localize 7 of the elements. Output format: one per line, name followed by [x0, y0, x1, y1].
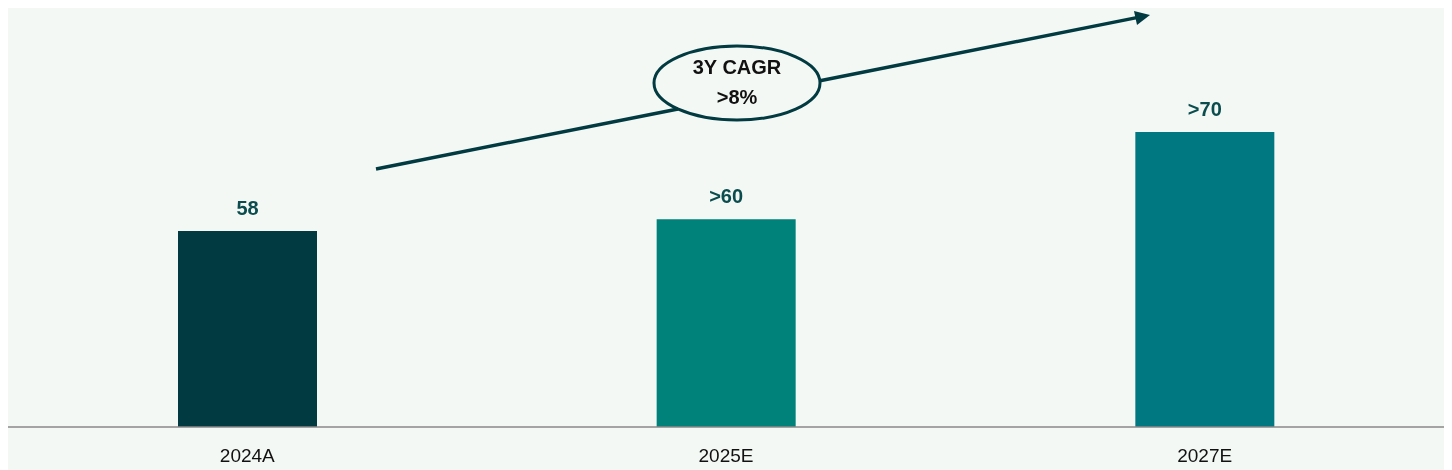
x-tick-label: 2025E	[698, 445, 754, 467]
x-tick-label: 2024A	[219, 445, 276, 467]
x-tick-label: 2027E	[1177, 445, 1233, 467]
data-label: 58	[236, 197, 259, 220]
data-label: >60	[709, 185, 744, 208]
data-label: >70	[1187, 98, 1222, 121]
annotation: 3Y CAGR >8%	[692, 56, 782, 108]
